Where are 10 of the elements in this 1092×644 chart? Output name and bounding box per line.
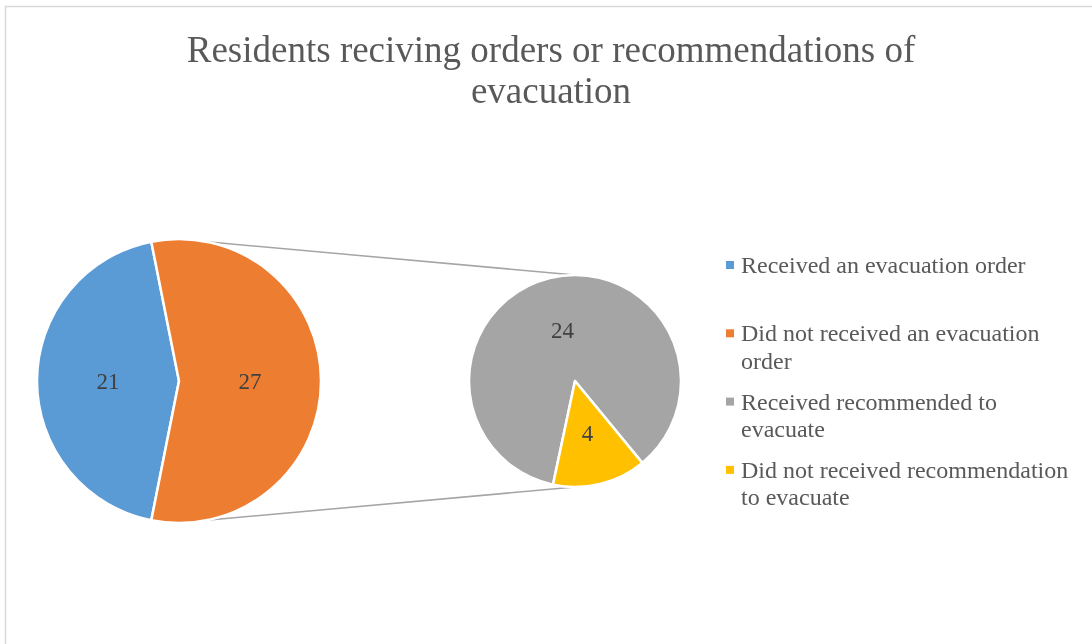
legend-label: Did not received recommendation to evacuate [741, 456, 1069, 511]
chart-title: Residents reciving orders or recommendations of evacuation [186, 29, 916, 111]
legend-label: Received an evacuation order [741, 252, 1026, 278]
pie-slice [467, 273, 683, 486]
data-label: 27 [238, 369, 262, 395]
data-label: 4 [581, 420, 594, 446]
data-label: 21 [96, 369, 120, 395]
data-label: 24 [550, 317, 575, 343]
legend-label: Did not received an evacuation order [741, 320, 1040, 374]
legend-label: Received recommended to evacuate [741, 388, 997, 443]
